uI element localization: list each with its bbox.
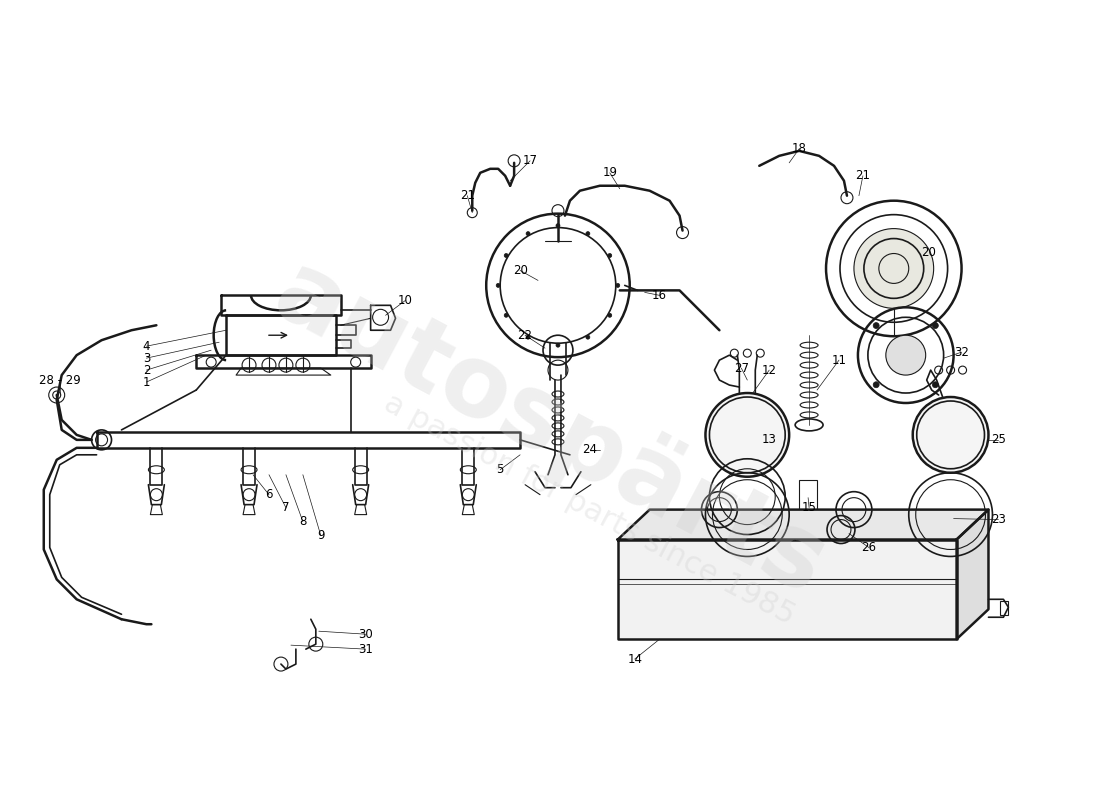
Text: 11: 11 [832, 354, 847, 366]
Circle shape [608, 314, 612, 318]
Text: 21: 21 [856, 170, 870, 182]
Text: 16: 16 [652, 289, 667, 302]
Circle shape [913, 397, 989, 473]
Circle shape [933, 382, 938, 388]
Text: 23: 23 [991, 513, 1005, 526]
Text: 30: 30 [359, 628, 373, 641]
Circle shape [608, 254, 612, 258]
Text: 4: 4 [143, 340, 151, 353]
Circle shape [504, 314, 508, 318]
Text: 26: 26 [861, 541, 877, 554]
Text: 24: 24 [582, 443, 597, 456]
Circle shape [556, 224, 560, 228]
Circle shape [586, 232, 590, 236]
Text: 2: 2 [143, 364, 151, 377]
Text: 8: 8 [299, 515, 307, 528]
Circle shape [886, 335, 926, 375]
Text: 28 - 29: 28 - 29 [39, 374, 80, 386]
Circle shape [526, 232, 530, 236]
Text: 5: 5 [496, 463, 504, 476]
Polygon shape [618, 539, 957, 639]
Text: 21: 21 [460, 190, 475, 202]
Bar [799, 480, 817, 512]
Circle shape [526, 335, 530, 339]
Text: 17: 17 [522, 154, 538, 167]
Circle shape [504, 254, 508, 258]
Text: 20: 20 [513, 264, 528, 277]
Text: 27: 27 [734, 362, 749, 374]
Text: 31: 31 [359, 642, 373, 656]
Text: 7: 7 [283, 501, 289, 514]
Text: 20: 20 [921, 246, 936, 259]
Text: 12: 12 [761, 364, 777, 377]
Text: 13: 13 [762, 434, 777, 446]
Text: 10: 10 [398, 294, 412, 307]
Text: 32: 32 [954, 346, 969, 358]
Circle shape [705, 393, 789, 477]
Polygon shape [957, 510, 989, 639]
Text: 15: 15 [802, 501, 816, 514]
Text: 1: 1 [143, 375, 151, 389]
Circle shape [586, 335, 590, 339]
Text: 22: 22 [518, 329, 532, 342]
Text: 6: 6 [265, 488, 273, 501]
Circle shape [616, 283, 619, 287]
Circle shape [933, 322, 938, 329]
Text: 3: 3 [143, 352, 150, 365]
Text: 19: 19 [603, 166, 617, 179]
Text: autospärts: autospärts [257, 243, 843, 617]
Circle shape [873, 382, 879, 388]
Circle shape [873, 322, 879, 329]
Circle shape [496, 283, 500, 287]
Bar [1000, 602, 1009, 615]
Bar [804, 510, 814, 519]
Text: 9: 9 [317, 529, 324, 542]
Text: 14: 14 [627, 653, 642, 666]
Text: a passion for parts since 1985: a passion for parts since 1985 [379, 389, 800, 630]
Polygon shape [618, 510, 989, 539]
Circle shape [556, 343, 560, 347]
Text: 18: 18 [792, 142, 806, 155]
Text: 25: 25 [991, 434, 1005, 446]
Circle shape [854, 229, 934, 308]
